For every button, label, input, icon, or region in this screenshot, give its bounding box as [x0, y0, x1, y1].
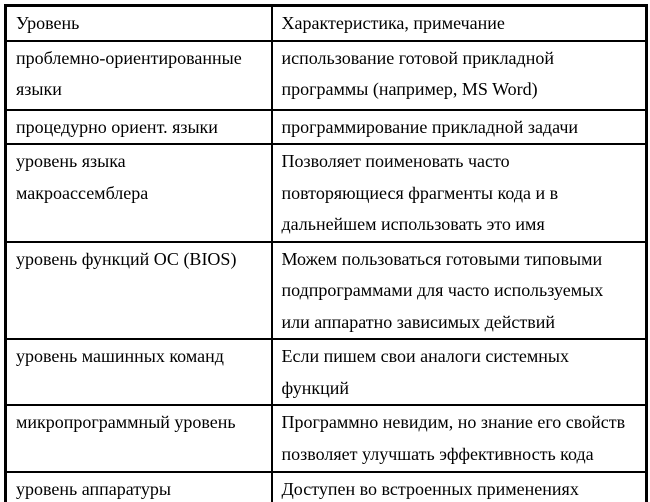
- level-cell: уровень машинных команд: [4, 338, 273, 406]
- note-cell: Можем пользоваться готовыми типовыми под…: [270, 240, 648, 340]
- table-row: уровень машинных команд Если пишем свои …: [4, 338, 648, 406]
- note-cell: программирование прикладной задачи: [270, 108, 648, 145]
- note-cell: Позволяет поименовать часто повторяющиес…: [270, 143, 648, 243]
- table-row: процедурно ориент. языки программировани…: [4, 108, 648, 145]
- table-row: уровень функций ОС (BIOS) Можем пользова…: [4, 240, 648, 340]
- level-cell: уровень языка макроассемблера: [4, 143, 273, 243]
- note-cell: использование готовой прикладной програм…: [270, 39, 648, 111]
- table-row: микропрограммный уровень Программно неви…: [4, 404, 648, 473]
- table-row: уровень языка макроассемблера Позволяет …: [4, 143, 648, 243]
- table-row: уровень аппаратуры Доступен во встроенны…: [4, 471, 648, 502]
- level-cell: уровень аппаратуры: [4, 471, 273, 502]
- level-cell: уровень функций ОС (BIOS): [4, 240, 273, 340]
- level-cell: микропрограммный уровень: [4, 404, 273, 473]
- column-header-level: Уровень: [4, 4, 273, 42]
- note-cell: Если пишем свои аналоги системных функци…: [270, 338, 648, 406]
- column-header-note: Характеристика, примечание: [270, 4, 648, 42]
- table-row: проблемно-ориентированные языки использо…: [4, 39, 648, 111]
- level-cell: процедурно ориент. языки: [4, 108, 273, 145]
- header-row: Уровень Характеристика, примечание: [4, 4, 648, 42]
- note-cell: Программно невидим, но знание его свойст…: [270, 404, 648, 473]
- note-cell: Доступен во встроенных применениях: [270, 471, 648, 502]
- level-cell: проблемно-ориентированные языки: [4, 39, 273, 111]
- levels-table: Уровень Характеристика, примечание пробл…: [4, 4, 648, 502]
